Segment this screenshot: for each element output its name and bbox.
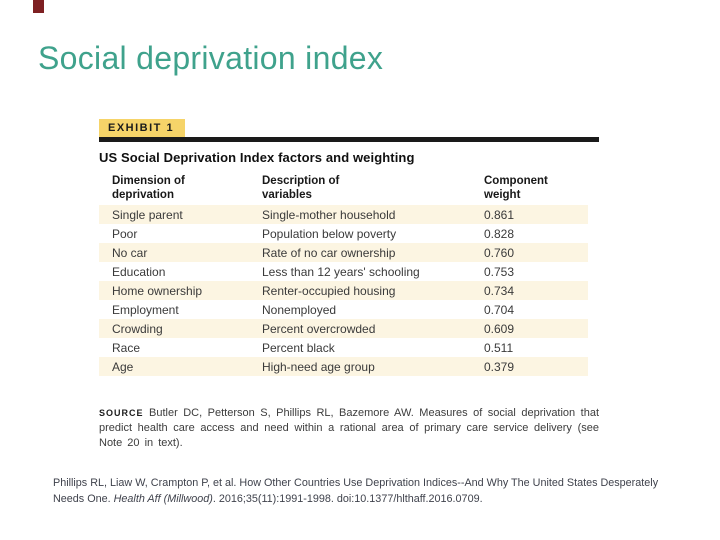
slide-title: Social deprivation index bbox=[38, 40, 384, 76]
citation-text-lead: Phillips RL, Liaw W, Crampton P, et al. … bbox=[53, 477, 659, 505]
exhibit-table: Dimension of deprivation Description of … bbox=[99, 174, 588, 376]
cell-dimension: Home ownership bbox=[112, 283, 203, 298]
citation-journal: Health Aff (Millwood) bbox=[113, 492, 213, 505]
cell-weight: 0.379 bbox=[484, 359, 515, 374]
cell-weight: 0.753 bbox=[484, 264, 515, 279]
cell-description: Percent black bbox=[262, 340, 335, 355]
cell-description: Percent overcrowded bbox=[262, 321, 376, 336]
cell-dimension: Race bbox=[112, 340, 141, 355]
cell-weight: 0.734 bbox=[484, 283, 515, 298]
cell-weight: 0.760 bbox=[484, 245, 515, 260]
cell-weight: 0.704 bbox=[484, 302, 515, 317]
exhibit-badge: EXHIBIT 1 bbox=[99, 119, 186, 137]
table-header-row: Dimension of deprivation Description of … bbox=[99, 174, 588, 205]
source-text: Butler DC, Petterson S, Phillips RL, Baz… bbox=[99, 407, 600, 449]
citation: Phillips RL, Liaw W, Crampton P, et al. … bbox=[53, 476, 671, 507]
column-header-dimension: Dimension of deprivation bbox=[112, 175, 185, 201]
table-row: No car Rate of no car ownership 0.760 bbox=[99, 243, 588, 262]
cell-description: Renter-occupied housing bbox=[262, 283, 396, 298]
table-row: Crowding Percent overcrowded 0.609 bbox=[99, 319, 588, 338]
exhibit-heading: US Social Deprivation Index factors and … bbox=[99, 150, 415, 165]
cell-weight: 0.828 bbox=[484, 226, 515, 241]
cell-weight: 0.609 bbox=[484, 321, 515, 336]
cell-description: Rate of no car ownership bbox=[262, 245, 396, 260]
cell-description: Single-mother household bbox=[262, 207, 396, 222]
cell-description: Nonemployed bbox=[262, 302, 337, 317]
cell-dimension: Employment bbox=[112, 302, 179, 317]
column-header-weight: Component weight bbox=[484, 175, 548, 201]
table-row: Employment Nonemployed 0.704 bbox=[99, 300, 588, 319]
exhibit-rule bbox=[99, 137, 599, 142]
cell-weight: 0.861 bbox=[484, 207, 515, 222]
cell-description: Less than 12 years' schooling bbox=[262, 264, 420, 279]
cell-weight: 0.511 bbox=[484, 340, 514, 355]
table-row: Race Percent black 0.511 bbox=[99, 338, 588, 357]
table-row: Home ownership Renter-occupied housing 0… bbox=[99, 281, 588, 300]
source-note: SOURCE Butler DC, Petterson S, Phillips … bbox=[99, 406, 599, 451]
citation-text-tail: . 2016;35(11):1991-1998. doi:10.1377/hlt… bbox=[212, 492, 483, 505]
column-header-description: Description of variables bbox=[262, 175, 340, 201]
table-row: Single parent Single-mother household 0.… bbox=[99, 205, 588, 224]
source-label: SOURCE bbox=[99, 408, 144, 418]
table-row: Poor Population below poverty 0.828 bbox=[99, 224, 588, 243]
cell-dimension: Crowding bbox=[112, 321, 163, 336]
exhibit-figure: EXHIBIT 1 US Social Deprivation Index fa… bbox=[99, 119, 599, 451]
cell-dimension: Education bbox=[112, 264, 166, 279]
table-row: Education Less than 12 years' schooling … bbox=[99, 262, 588, 281]
table-row: Age High-need age group 0.379 bbox=[99, 357, 588, 376]
cell-dimension: Age bbox=[112, 359, 134, 374]
cell-dimension: No car bbox=[112, 245, 148, 260]
cell-description: High-need age group bbox=[262, 359, 375, 374]
cell-dimension: Single parent bbox=[112, 207, 183, 222]
slide-top-marker bbox=[33, 0, 44, 13]
cell-description: Population below poverty bbox=[262, 226, 397, 241]
cell-dimension: Poor bbox=[112, 226, 138, 241]
